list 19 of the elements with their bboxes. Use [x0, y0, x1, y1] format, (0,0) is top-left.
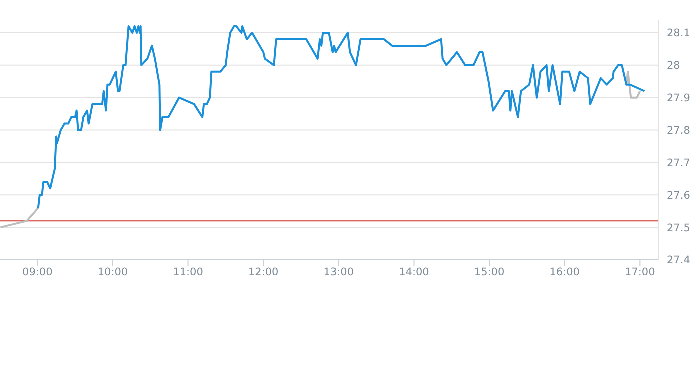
line-series — [37, 25, 646, 210]
x-tick-label: 16:00 — [550, 266, 580, 278]
y-tick-label: 27.9 — [667, 92, 690, 105]
x-tick-label: 09:00 — [22, 266, 53, 278]
y-tick-label: 28.1 — [667, 28, 690, 40]
x-tick-label: 11:00 — [173, 266, 204, 278]
line-series — [626, 70, 642, 99]
x-tick-label: 14:00 — [399, 266, 430, 278]
x-tick-label: 15:00 — [474, 266, 505, 278]
y-tick-label: 27.4 — [667, 254, 691, 267]
y-tick-label: 28 — [667, 60, 680, 72]
y-tick-label: 27.7 — [667, 157, 690, 170]
y-tick-label: 27.8 — [667, 125, 690, 137]
x-tick-label: 17:00 — [625, 266, 656, 278]
x-tick-label: 10:00 — [98, 266, 128, 278]
y-tick-label: 27.6 — [667, 190, 691, 202]
y-tick-label: 27.5 — [667, 222, 690, 234]
x-tick-label: 13:00 — [324, 266, 354, 278]
x-tick-label: 12:00 — [248, 266, 279, 278]
